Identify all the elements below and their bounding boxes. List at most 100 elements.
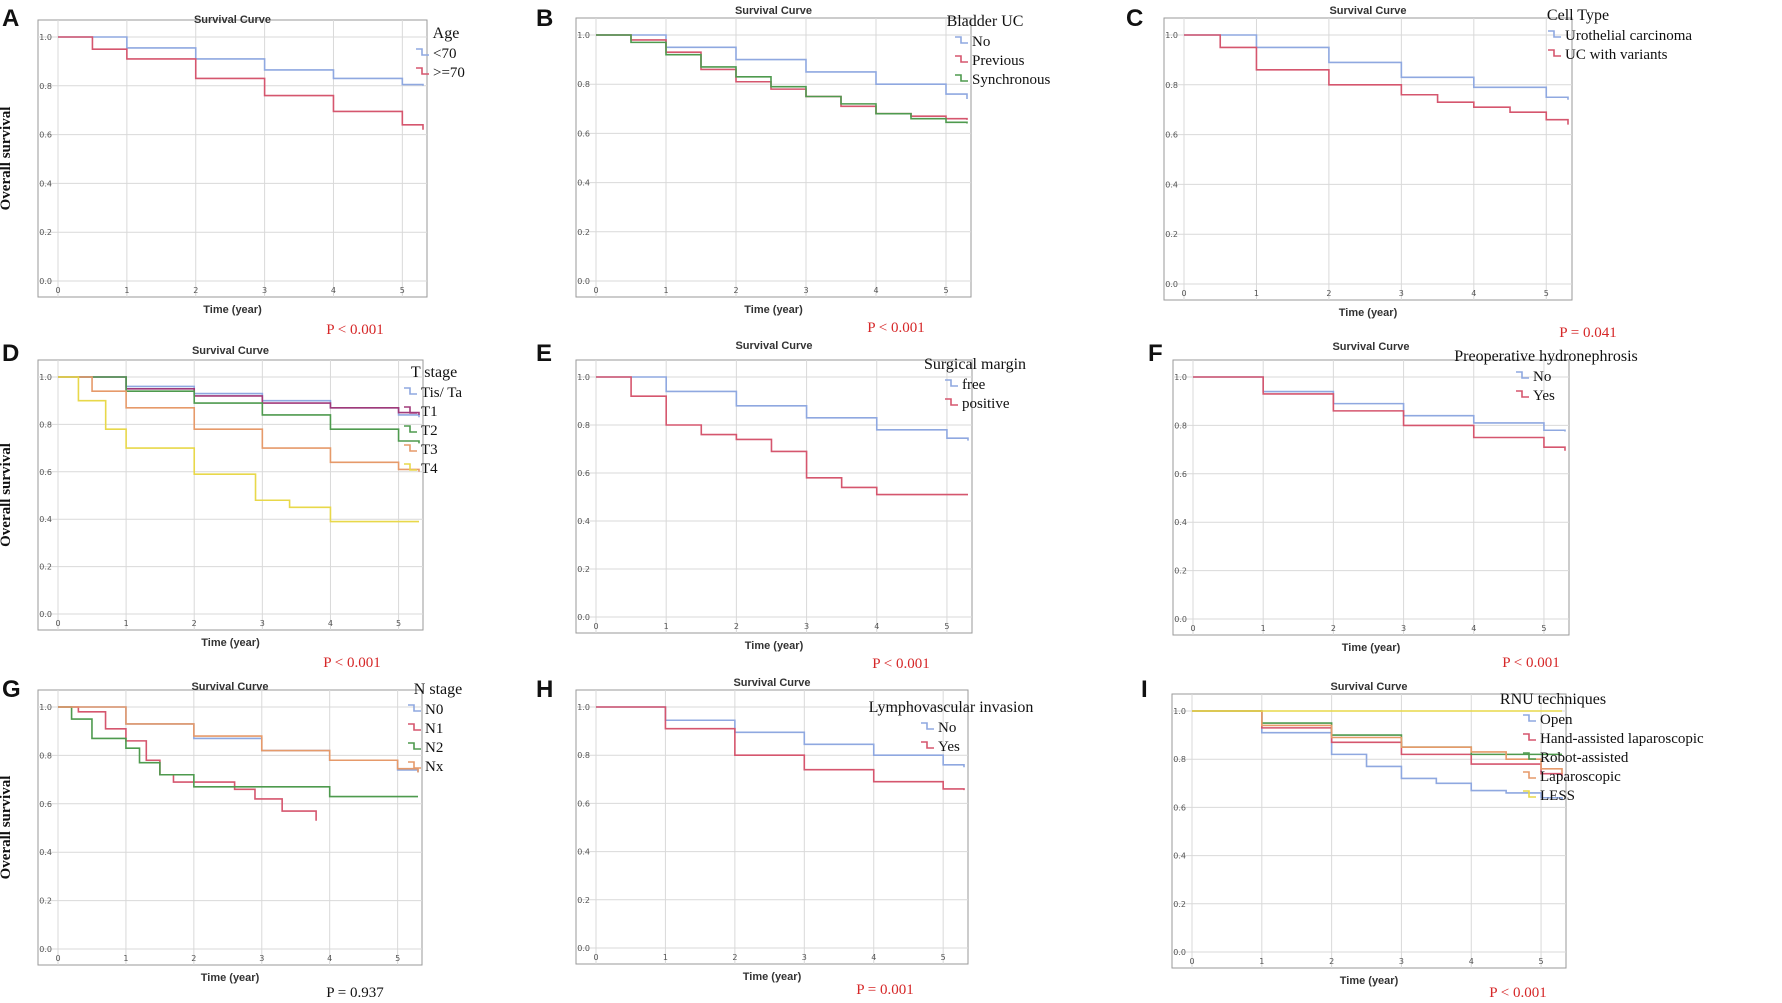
x-tick-label: 0 xyxy=(593,286,598,295)
x-tick-label: 1 xyxy=(663,286,668,295)
plot-frame xyxy=(575,17,972,298)
x-tick-label: 4 xyxy=(871,953,876,962)
plot-frame xyxy=(37,359,424,631)
survival-curve-no xyxy=(596,706,965,768)
x-tick-label: 0 xyxy=(55,286,60,295)
survival-curve-tis-ta xyxy=(58,376,420,418)
legend-swatch xyxy=(408,742,421,750)
legend-swatch xyxy=(1523,790,1536,798)
x-tick-label: 3 xyxy=(260,619,265,628)
legend-title: T stage xyxy=(411,364,457,381)
plot-frame xyxy=(1171,693,1567,969)
x-tick-label: 0 xyxy=(55,954,60,963)
x-tick-label: 0 xyxy=(593,953,598,962)
y-tick-label: 0.2 xyxy=(39,563,52,572)
x-tick-label: 0 xyxy=(1190,624,1195,633)
x-tick-label: 0 xyxy=(1189,957,1194,966)
panel-letter: A xyxy=(2,5,19,32)
legend-title: N stage xyxy=(414,681,462,698)
survival-curve-nx xyxy=(58,706,419,773)
chart-title: Survival Curve xyxy=(1332,341,1409,353)
legend-swatch xyxy=(945,398,958,406)
legend-label: Urothelial carcinoma xyxy=(1565,28,1692,44)
p-value: P = 0.041 xyxy=(1559,325,1617,341)
y-tick-label: 0.0 xyxy=(1165,280,1178,289)
panel-letter: E xyxy=(536,340,552,367)
x-tick-label: 5 xyxy=(1541,624,1546,633)
legend-label: N2 xyxy=(425,740,443,756)
legend-label: Synchronous xyxy=(972,72,1050,88)
panel-letter: F xyxy=(1148,340,1163,367)
x-tick-label: 3 xyxy=(1399,289,1404,298)
chart-title: Survival Curve xyxy=(1329,5,1406,17)
legend-label: N0 xyxy=(425,702,443,718)
x-tick-label: 1 xyxy=(1254,289,1259,298)
x-axis-label: Time (year) xyxy=(1339,307,1398,319)
legend-swatch xyxy=(1548,49,1561,57)
x-tick-label: 5 xyxy=(941,953,946,962)
y-tick-label: 0.6 xyxy=(39,468,52,477)
y-tick-label: 0.4 xyxy=(577,848,590,857)
chart-title: Survival Curve xyxy=(735,340,812,352)
legend-swatch xyxy=(404,425,417,433)
survival-curve-free xyxy=(596,376,969,441)
plot-frame xyxy=(1172,359,1570,636)
panel-letter: G xyxy=(2,676,21,703)
legend-swatch xyxy=(1523,714,1536,722)
y-tick-label: 1.0 xyxy=(577,703,590,712)
p-value: P < 0.001 xyxy=(1489,985,1547,1001)
survival-curve--70 xyxy=(58,36,424,130)
y-tick-label: 0.2 xyxy=(39,897,52,906)
x-tick-label: 2 xyxy=(732,953,737,962)
y-tick-label: 0.4 xyxy=(1174,518,1187,527)
p-value: P < 0.001 xyxy=(867,320,925,336)
x-tick-label: 4 xyxy=(1469,957,1474,966)
x-tick-label: 3 xyxy=(1401,624,1406,633)
legend-swatch xyxy=(955,55,968,63)
survival-curve-urothelial-carcinoma xyxy=(1184,34,1569,100)
survival-curve-no xyxy=(1193,376,1566,432)
x-axis-label: Time (year) xyxy=(744,304,803,316)
y-tick-label: 1.0 xyxy=(39,373,52,382)
p-value: P < 0.001 xyxy=(1502,655,1560,671)
chart-title: Survival Curve xyxy=(194,14,271,26)
x-axis-label: Time (year) xyxy=(1342,642,1401,654)
legend-swatch xyxy=(1548,30,1561,38)
y-axis-label: Overall survival xyxy=(0,107,14,211)
survival-curve-n0 xyxy=(58,706,419,773)
y-tick-label: 0.8 xyxy=(1174,421,1187,430)
chart-title: Survival Curve xyxy=(733,677,810,689)
legend-swatch xyxy=(404,444,417,452)
y-tick-label: 0.8 xyxy=(1165,81,1178,90)
x-tick-label: 2 xyxy=(193,286,198,295)
survival-curve-robot-assisted xyxy=(1192,710,1562,756)
y-tick-label: 0.8 xyxy=(39,751,52,760)
x-tick-label: 2 xyxy=(1329,957,1334,966)
legend-swatch xyxy=(1523,752,1536,760)
legend-label: Tis/ Ta xyxy=(421,385,462,401)
x-tick-label: 3 xyxy=(259,954,264,963)
x-tick-label: 0 xyxy=(593,622,598,631)
legend-label: positive xyxy=(962,396,1010,412)
panel-letter: C xyxy=(1126,5,1143,32)
y-tick-label: 0.2 xyxy=(1174,567,1187,576)
chart-title: Survival Curve xyxy=(191,681,268,693)
survival-curve-hand-assisted-laparoscopic xyxy=(1192,710,1563,777)
y-tick-label: 0.6 xyxy=(1174,470,1187,479)
plot-frame xyxy=(37,689,423,966)
legend-label: T2 xyxy=(421,423,438,439)
legend-title: Preoperative hydronephrosis xyxy=(1454,348,1638,365)
legend-label: >=70 xyxy=(433,65,465,81)
y-tick-label: 1.0 xyxy=(577,373,590,382)
y-tick-label: 0.6 xyxy=(39,800,52,809)
x-tick-label: 1 xyxy=(663,953,668,962)
x-tick-label: 4 xyxy=(1471,289,1476,298)
y-tick-label: 0.4 xyxy=(39,515,52,524)
legend-label: Yes xyxy=(938,739,960,755)
y-tick-label: 0.6 xyxy=(1173,803,1186,812)
x-tick-label: 4 xyxy=(1471,624,1476,633)
x-tick-label: 3 xyxy=(804,622,809,631)
legend-label: T1 xyxy=(421,404,438,420)
panel-letter: D xyxy=(2,340,19,367)
